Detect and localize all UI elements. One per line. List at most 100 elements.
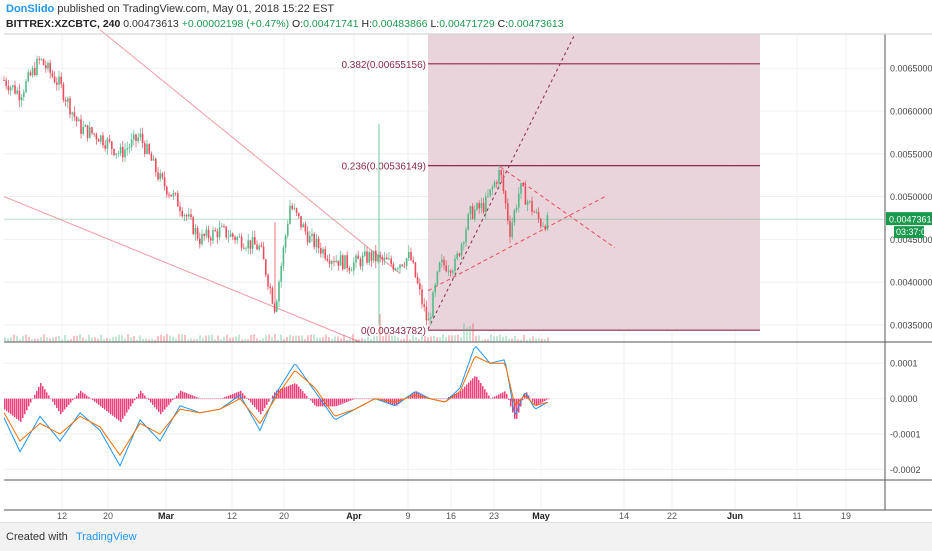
candle-body <box>218 227 221 238</box>
candle-body <box>75 116 78 122</box>
candle-body <box>392 264 395 270</box>
price-chart[interactable]: 0.382(0.00655156) 0.236(0.00536149) 0(0.00… <box>0 0 932 522</box>
macd-hist-bar <box>494 396 496 399</box>
tradingview-logo-text[interactable]: TradingView <box>76 531 137 543</box>
low-label: L: <box>430 18 440 30</box>
volume-bar <box>433 335 435 342</box>
macd-hist-bar <box>102 398 104 408</box>
volume-bar <box>121 335 123 342</box>
candle-body <box>190 214 192 218</box>
macd-hist-bar <box>544 398 546 402</box>
volume-bar <box>91 337 93 342</box>
candle-body <box>412 260 414 263</box>
macd-hist-bar <box>202 398 204 400</box>
volume-bar <box>325 334 327 342</box>
x-tick-label: 11 <box>792 511 801 521</box>
candle-body <box>366 251 368 263</box>
candle-body <box>12 85 14 88</box>
volume-bar <box>247 339 249 342</box>
candle-body <box>282 247 285 266</box>
volume-bar <box>340 338 342 342</box>
macd-hist-bar <box>536 398 538 406</box>
candle-body <box>482 203 485 213</box>
macd-hist-bar <box>218 398 220 400</box>
macd-hist-bar <box>496 395 498 399</box>
author-link[interactable]: DonSlido <box>6 3 55 15</box>
volume-bar <box>343 334 345 342</box>
volume-bar <box>145 338 147 342</box>
macd-hist-bar <box>106 398 108 412</box>
macd-hist-bar <box>360 398 362 400</box>
macd-hist-bar <box>204 398 206 400</box>
volume-bar <box>298 335 300 342</box>
triangle-resistance <box>499 166 616 249</box>
macd-hist-bar <box>316 398 318 407</box>
volume-bar <box>487 339 489 342</box>
candle-body <box>251 237 254 249</box>
candle-body <box>221 225 223 228</box>
candle-body <box>507 203 509 221</box>
macd-hist-bar <box>436 398 438 400</box>
volume-bar <box>193 339 195 342</box>
candle-body <box>364 251 366 256</box>
candle-body <box>524 186 527 205</box>
volume-bar <box>190 338 192 342</box>
candle-body <box>531 200 533 212</box>
macd-hist-bar <box>80 390 82 399</box>
macd-hist-bar <box>184 392 186 399</box>
candle-body <box>234 236 236 241</box>
macd-hist-bar <box>528 395 530 399</box>
macd-hist-bar <box>514 398 516 419</box>
x-tick-label: 16 <box>446 511 456 521</box>
candle-body <box>449 270 452 273</box>
volume-bar <box>499 334 501 342</box>
candle-body <box>243 247 245 249</box>
macd-hist-bar <box>286 386 288 399</box>
candle-body <box>287 223 289 236</box>
volume-bar <box>382 336 384 342</box>
macd-hist-bar <box>62 398 64 412</box>
macd-hist-bar <box>182 391 184 399</box>
candle-body <box>196 228 199 239</box>
candle-body <box>203 234 205 237</box>
triangle-support <box>427 196 606 292</box>
candle-body <box>520 183 522 194</box>
candle-body <box>227 236 230 238</box>
candle-body <box>172 192 175 197</box>
candle-body <box>535 211 538 213</box>
candle-body <box>496 182 498 184</box>
volume-bar <box>34 338 36 342</box>
candle-body <box>436 271 439 285</box>
high-label: H: <box>361 18 373 30</box>
macd-hist-bar <box>328 398 330 407</box>
countdown-box <box>894 226 924 239</box>
volume-bar <box>148 339 150 342</box>
low-value: 0.00471729 <box>439 18 495 30</box>
volume-bar <box>238 334 240 342</box>
macd-hist-bar <box>352 398 354 400</box>
volume-bar <box>523 334 525 342</box>
current-price: 0.00473613 <box>123 18 179 30</box>
macd-hist-bar <box>470 380 472 399</box>
macd-hist-bar <box>484 389 486 399</box>
macd-hist-bar <box>310 398 312 401</box>
candle-body <box>62 84 65 100</box>
candle-body <box>487 195 489 197</box>
candle-body <box>60 76 62 85</box>
candle-body <box>529 200 531 202</box>
x-tick-label: Apr <box>346 511 362 521</box>
candle-body <box>515 207 518 211</box>
volume-bar <box>430 336 432 342</box>
candle-body <box>9 87 12 91</box>
volume-bar <box>268 334 270 342</box>
macd-hist-bar <box>126 398 128 413</box>
candle-body <box>280 265 282 282</box>
trend-lines[interactable] <box>3 29 616 343</box>
candle-body <box>223 225 225 227</box>
volume-bar <box>97 338 99 342</box>
fib-retracement-zone[interactable] <box>428 34 760 331</box>
candle-body <box>427 318 430 321</box>
candle-body <box>20 96 23 101</box>
candle-body <box>245 248 247 250</box>
